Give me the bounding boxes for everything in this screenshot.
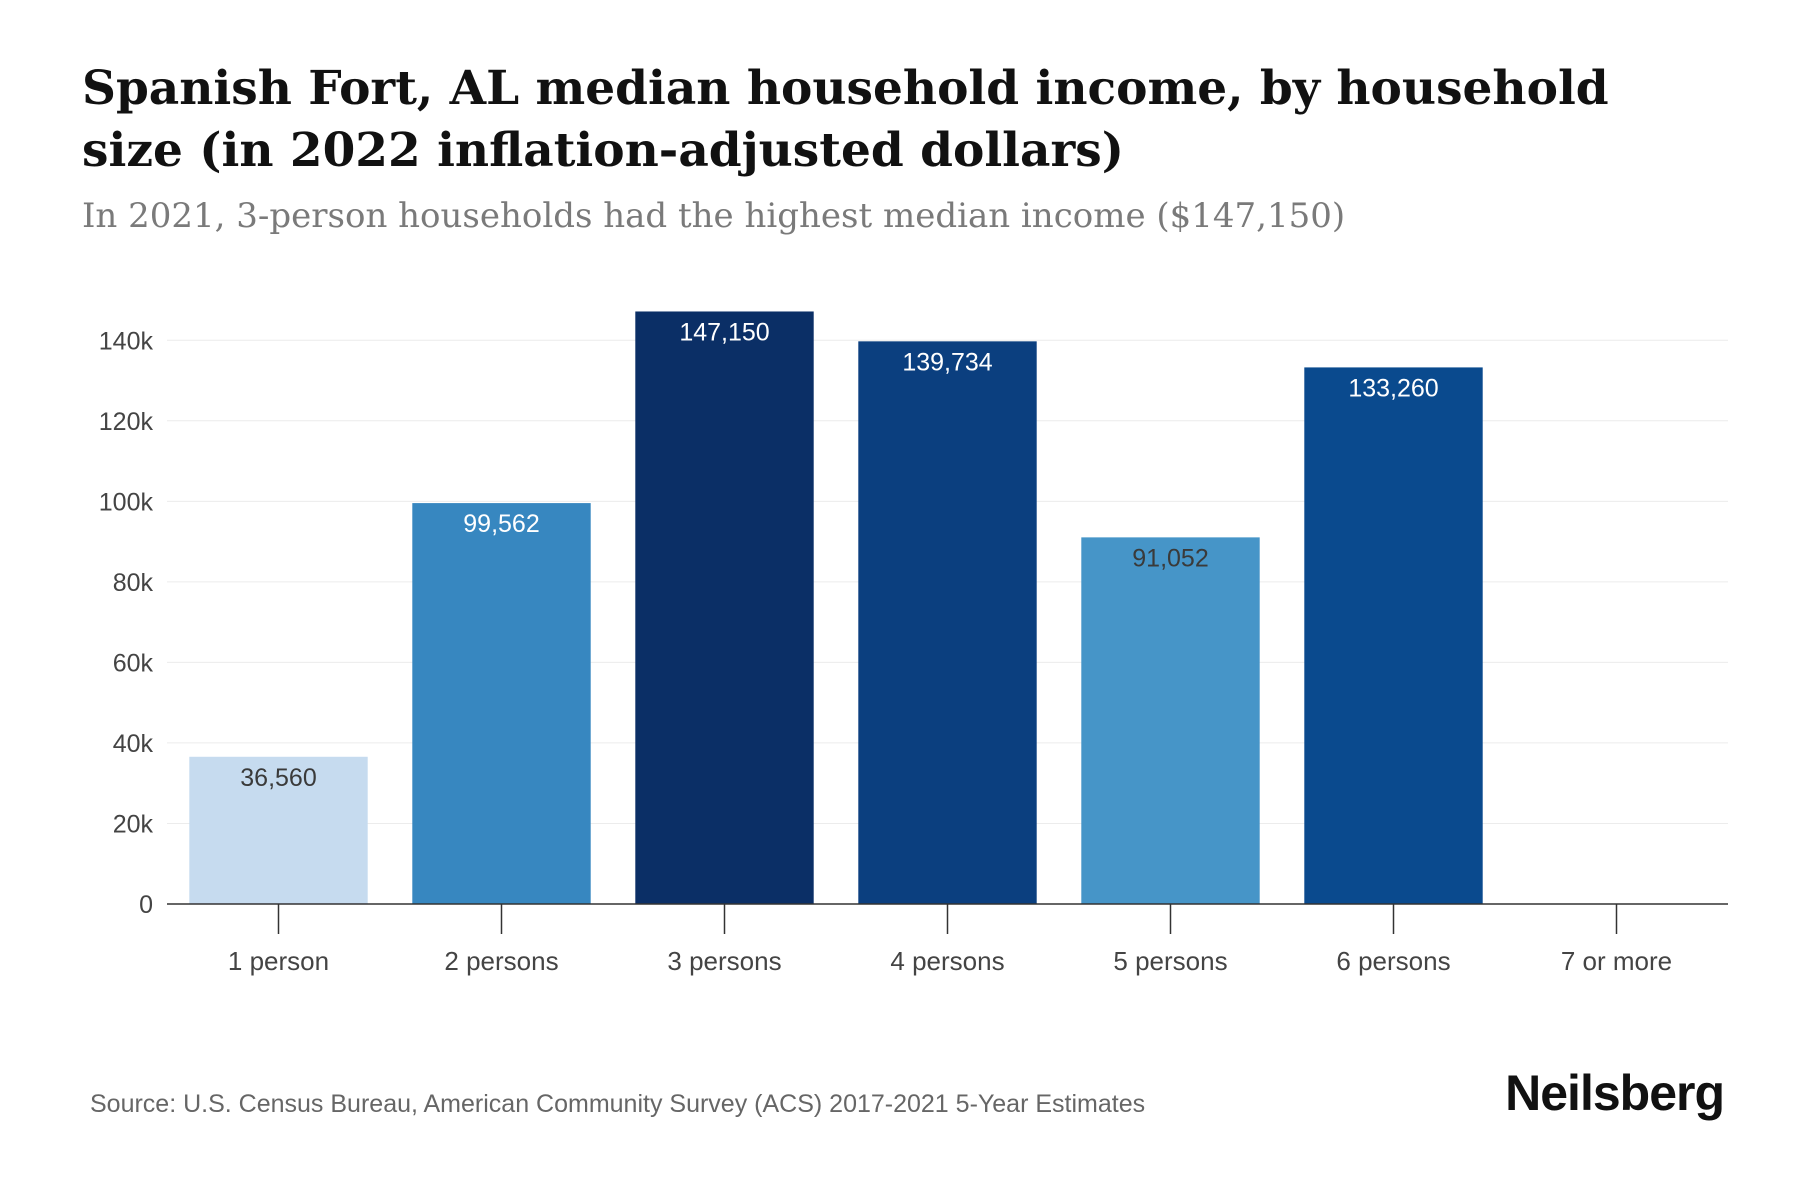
y-tick-label: 100k: [99, 488, 154, 516]
y-tick-label: 20k: [113, 810, 154, 838]
bar: [1304, 367, 1483, 905]
bar: [412, 503, 591, 904]
bar: [1081, 537, 1260, 904]
bar-value-label: 147,150: [679, 318, 769, 346]
y-tick-label: 80k: [113, 569, 154, 597]
bar-value-label: 99,562: [463, 510, 539, 538]
x-tick-label: 6 persons: [1336, 946, 1450, 976]
source-note: Source: U.S. Census Bureau, American Com…: [90, 1090, 1146, 1118]
bar: [189, 756, 368, 904]
brand-logo: Neilsberg: [1505, 1065, 1725, 1121]
x-tick-label: 2 persons: [444, 946, 558, 976]
x-tick-label: 7 or more: [1561, 946, 1672, 976]
bar-value-label: 139,734: [902, 348, 992, 376]
bar-value-label: 91,052: [1132, 544, 1208, 572]
y-tick-label: 0: [139, 891, 153, 919]
y-tick-label: 40k: [113, 730, 154, 758]
bar: [635, 311, 814, 904]
bars: 36,560 99,562 147,150 139,734 91,052 133,260: [189, 311, 1483, 905]
y-tick-label: 120k: [99, 408, 154, 436]
x-tick-label: 5 persons: [1113, 946, 1227, 976]
x-tick-label: 3 persons: [667, 946, 781, 976]
x-tick-label: 1 person: [228, 946, 329, 976]
y-tick-label: 140k: [99, 327, 154, 355]
bar: [858, 341, 1037, 904]
y-tick-label: 60k: [113, 649, 154, 677]
chart-title: Spanish Fort, AL median household income…: [82, 61, 1609, 178]
bar-value-label: 36,560: [240, 764, 316, 792]
chart-subtitle: In 2021, 3-person households had the hig…: [82, 196, 1346, 236]
x-tick-label: 4 persons: [890, 946, 1004, 976]
axes: 0 20k 40k 60k 80k 100k 120k 140k 1 person 2 perso…: [99, 327, 1728, 976]
bar-value-label: 133,260: [1348, 374, 1438, 402]
